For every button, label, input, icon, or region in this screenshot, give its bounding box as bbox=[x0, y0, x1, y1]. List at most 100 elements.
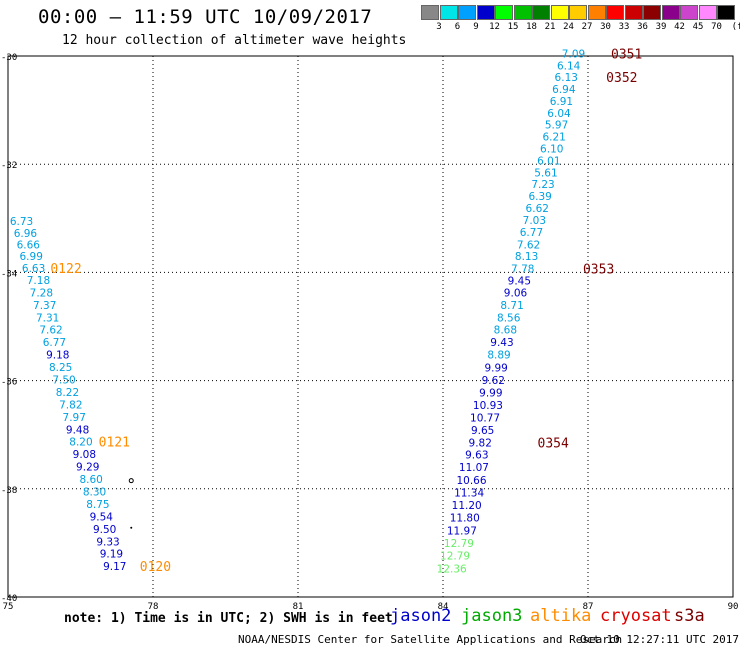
wave-height-value: 9.54 bbox=[90, 511, 114, 523]
wave-height-value: 8.60 bbox=[79, 474, 102, 486]
wave-height-value: 9.65 bbox=[471, 425, 494, 437]
wave-height-value: 6.96 bbox=[14, 228, 38, 240]
legend-swatch bbox=[513, 5, 532, 20]
wave-height-value: 11.34 bbox=[454, 488, 484, 500]
x-tick-label: 87 bbox=[583, 602, 594, 612]
legend-swatch bbox=[569, 5, 587, 20]
wave-height-value: 8.30 bbox=[83, 487, 106, 499]
credit-timestamp: Oct 10 12:27:11 UTC 2017 bbox=[580, 633, 739, 646]
legend-swatch bbox=[476, 5, 495, 20]
legend-swatch bbox=[624, 5, 643, 20]
wave-height-value: 6.04 bbox=[547, 108, 571, 120]
legend-swatch bbox=[643, 5, 661, 20]
wave-height-value: 9.17 bbox=[103, 561, 126, 573]
legend-tick-label: 24 bbox=[563, 22, 574, 32]
pass-time-label: 0122 bbox=[50, 262, 81, 277]
footer-note: note: 1) Time is in UTC; 2) SWH is in fe… bbox=[64, 611, 393, 626]
legend-tick-label: 30 bbox=[600, 22, 611, 32]
legend-tick-label: 15 bbox=[507, 22, 519, 32]
wave-height-value: 6.21 bbox=[542, 132, 565, 144]
wave-height-value: 7.50 bbox=[52, 375, 75, 387]
pass-time-label: 0121 bbox=[99, 436, 130, 451]
x-tick-label: 90 bbox=[728, 602, 739, 612]
wave-height-value: 7.09 bbox=[562, 48, 585, 60]
wave-height-value: 9.29 bbox=[76, 462, 99, 474]
legend-tick-label: 21 bbox=[544, 22, 556, 32]
y-tick-label: -40 bbox=[1, 594, 17, 604]
legend-swatch bbox=[717, 5, 735, 20]
wave-height-value: 9.82 bbox=[469, 437, 492, 449]
wave-height-value: 12.36 bbox=[437, 563, 467, 575]
wave-height-value: 9.18 bbox=[46, 350, 69, 362]
legend-swatch bbox=[661, 5, 680, 20]
wave-height-value: 7.97 bbox=[63, 412, 86, 424]
wave-height-value: 6.77 bbox=[43, 337, 66, 349]
wave-height-value: 9.43 bbox=[490, 337, 513, 349]
legend-tick-label: 18 bbox=[526, 22, 537, 32]
legend-swatch bbox=[458, 5, 476, 20]
legend-swatch bbox=[680, 5, 698, 20]
legend-tick-label: 3 bbox=[436, 22, 442, 32]
wave-height-value: 8.68 bbox=[494, 325, 517, 337]
legend-swatch bbox=[587, 5, 606, 20]
wave-height-value: 7.62 bbox=[517, 239, 540, 251]
wave-height-value: 8.71 bbox=[500, 300, 523, 312]
legend-swatch bbox=[495, 5, 513, 20]
wave-height-value: 11.07 bbox=[459, 462, 489, 474]
legend-s3a: s3a bbox=[674, 606, 705, 626]
wave-height-value: 8.22 bbox=[56, 387, 79, 399]
legend-tick-label: 6 bbox=[454, 22, 461, 32]
wave-height-value: 8.20 bbox=[69, 437, 92, 449]
wave-height-value: 10.77 bbox=[470, 412, 500, 424]
wave-height-value: 9.99 bbox=[479, 388, 502, 400]
legend-tick-label: 42 bbox=[674, 22, 685, 32]
wave-height-value: 6.63 bbox=[22, 263, 45, 275]
page-title: 00:00 – 11:59 UTC 10/09/2017 bbox=[38, 6, 373, 28]
wave-height-value: 9.63 bbox=[465, 450, 488, 462]
wave-height-value: 5.61 bbox=[534, 167, 557, 179]
wave-height-value: 6.66 bbox=[17, 239, 41, 251]
legend-tick-label: 33 bbox=[618, 22, 630, 32]
legend-jason2: jason2 bbox=[390, 606, 452, 626]
wave-height-value: 6.13 bbox=[555, 72, 578, 84]
wave-height-value: 7.62 bbox=[39, 325, 62, 337]
pass-time-label: 0352 bbox=[606, 71, 637, 86]
wave-height-value: 7.31 bbox=[36, 312, 59, 324]
wave-height-value: 9.06 bbox=[504, 287, 528, 299]
legend-jason3: jason3 bbox=[461, 606, 523, 626]
wave-height-value: 11.20 bbox=[452, 500, 482, 512]
wave-height-value: 9.99 bbox=[484, 363, 507, 375]
legend-altika: altika bbox=[530, 606, 592, 626]
legend-swatch bbox=[439, 5, 458, 20]
wave-height-value: 9.19 bbox=[100, 549, 123, 561]
wave-height-value: 6.39 bbox=[528, 191, 551, 203]
legend-unit: (ft) bbox=[731, 22, 740, 32]
y-tick-label: -32 bbox=[1, 161, 17, 171]
wave-height-value: 9.45 bbox=[508, 276, 531, 288]
legend-swatch bbox=[698, 5, 717, 20]
wave-height-value: 5.97 bbox=[545, 120, 568, 132]
wave-height-value: 7.23 bbox=[531, 179, 554, 191]
wave-height-value: 7.82 bbox=[59, 399, 82, 411]
island-marker bbox=[130, 526, 133, 529]
page-subtitle: 12 hour collection of altimeter wave hei… bbox=[62, 33, 407, 48]
wave-height-value: 8.75 bbox=[86, 499, 109, 511]
legend-swatch bbox=[532, 5, 550, 20]
map-frame bbox=[7, 55, 734, 598]
wave-height-value: 7.37 bbox=[33, 300, 56, 312]
wave-height-value: 10.66 bbox=[456, 475, 486, 487]
wave-height-value: 7.03 bbox=[523, 215, 546, 227]
wave-height-value: 12.79 bbox=[444, 538, 474, 550]
wave-height-value: 9.08 bbox=[73, 449, 96, 461]
x-tick-label: 75 bbox=[3, 602, 14, 612]
legend-tick-label: 39 bbox=[655, 22, 667, 32]
y-tick-label: -30 bbox=[1, 53, 17, 63]
legend-tick-label: 45 bbox=[692, 22, 704, 32]
wave-height-value: 8.25 bbox=[49, 362, 72, 374]
legend-tick-label: 27 bbox=[581, 22, 593, 32]
pass-time-label: 0351 bbox=[611, 47, 642, 62]
wave-height-value: 11.80 bbox=[450, 512, 480, 524]
x-tick-label: 84 bbox=[438, 602, 449, 612]
wave-height-value: 6.14 bbox=[557, 61, 581, 73]
